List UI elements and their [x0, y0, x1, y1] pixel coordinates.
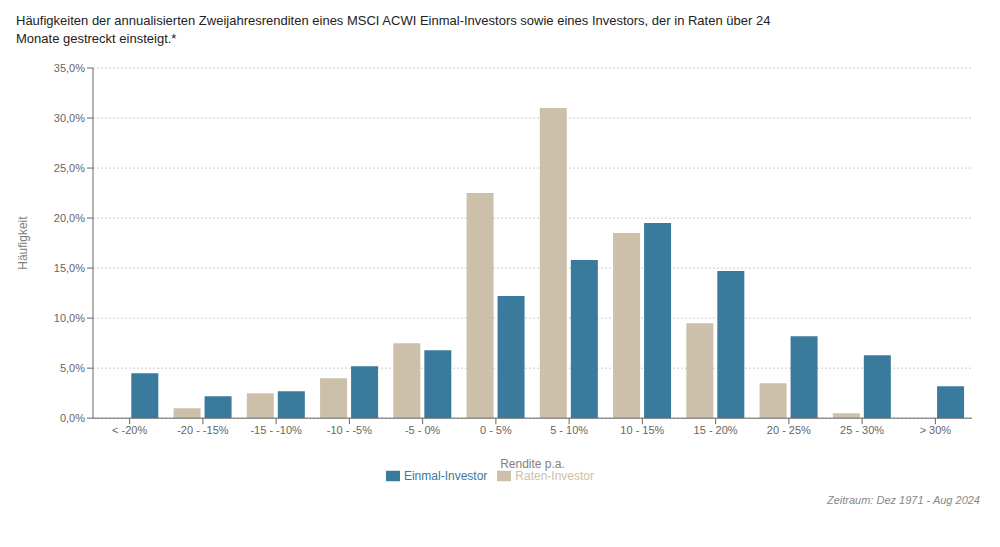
svg-text:25,0%: 25,0%	[54, 162, 85, 174]
svg-text:-20 - -15%: -20 - -15%	[177, 424, 229, 436]
svg-text:25 - 30%: 25 - 30%	[840, 424, 884, 436]
svg-text:5,0%: 5,0%	[60, 362, 85, 374]
html-text:Häufigkeiten der annualisierte: Häufigkeiten der annualisierten Zweijahr…	[16, 13, 771, 28]
svg-text:20 - 25%: 20 - 25%	[767, 424, 811, 436]
html-text:Zeitraum: Dez 1971 - Aug 2024: Zeitraum: Dez 1971 - Aug 2024	[826, 494, 980, 507]
svg-text:10 - 15%: 10 - 15%	[620, 424, 664, 436]
html-text:Monate gestreckt einsteigt.*: Monate gestreckt einsteigt.*	[16, 31, 177, 47]
svg-text:0,0%: 0,0%	[60, 412, 85, 424]
svg-text:< -20%: < -20%	[112, 424, 147, 436]
svg-text:Rendite p.a.: Rendite p.a.	[500, 458, 565, 472]
svg-text:20,0%: 20,0%	[54, 212, 85, 224]
svg-text:0 - 5%: 0 - 5%	[480, 424, 512, 436]
html-text:Raten-Investor: Raten-Investor	[515, 468, 594, 483]
html-text:Einmal-Investor: Einmal-Investor	[404, 468, 488, 483]
svg-text:35,0%: 35,0%	[54, 62, 85, 74]
svg-text:5 - 10%: 5 - 10%	[550, 424, 588, 436]
svg-text:-10 - -5%: -10 - -5%	[327, 424, 372, 436]
svg-text:15,0%: 15,0%	[54, 262, 85, 274]
svg-text:15 - 20%: 15 - 20%	[694, 424, 738, 436]
svg-text:-15 - -10%: -15 - -10%	[250, 424, 302, 436]
svg-text:30,0%: 30,0%	[54, 112, 85, 124]
svg-text:10,0%: 10,0%	[54, 312, 85, 324]
svg-text:Häufigkeit: Häufigkeit	[16, 216, 30, 270]
svg-text:-5 - 0%: -5 - 0%	[405, 424, 441, 436]
svg-text:> 30%: > 30%	[920, 424, 952, 436]
